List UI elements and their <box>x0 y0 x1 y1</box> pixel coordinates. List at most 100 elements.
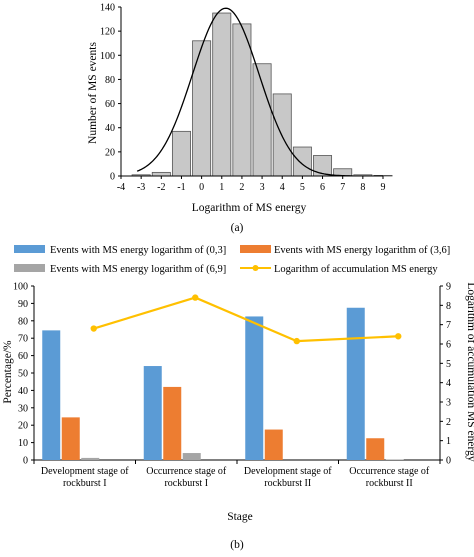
histogram-y-tick-label: 20 <box>105 147 115 158</box>
stage-chart-right-tick-label: 2 <box>446 417 451 428</box>
histogram-x-tick-label: 4 <box>280 182 285 193</box>
stage-bar-s3-c2 <box>182 453 201 460</box>
stage-bar-s2-c1 <box>61 417 80 460</box>
stage-chart-right-tick-label: 8 <box>446 301 451 312</box>
stage-chart-y-axis-title: Percentage/% <box>2 340 14 404</box>
histogram-x-tick-label: -1 <box>177 182 185 193</box>
legend-label-line-series: Logarithm of accumulation MS energy <box>274 264 438 275</box>
stage-chart-left-tick-labels: 0 10 20 30 40 50 60 70 80 90 100 <box>13 282 28 467</box>
histogram-y-tick-labels: 0 20 40 60 80 100 120 140 <box>100 3 115 183</box>
accumulation-energy-point-3 <box>293 337 300 345</box>
histogram-y-tick-label: 80 <box>105 75 115 86</box>
accumulation-energy-line <box>93 296 399 343</box>
histogram-bar-3 <box>171 130 191 177</box>
stage-chart-y2-axis-title: Logarithm of accumulation MS energy <box>465 282 474 462</box>
legend-label-series-1: Events with MS energy logarithm of (0,3] <box>50 245 226 256</box>
stage-chart-left-tick-label: 70 <box>18 334 28 345</box>
stage-chart-right-tick-label: 0 <box>446 456 451 467</box>
histogram-y-axis-title: Number of MS events <box>87 42 99 144</box>
histogram-x-tick-label: 8 <box>360 182 365 193</box>
histogram-y-tick-label: 100 <box>100 51 115 62</box>
histogram-x-axis-title: Logarithm of MS energy <box>192 202 307 214</box>
stage-bar-s2-c2 <box>163 386 182 460</box>
stage-chart-bars <box>42 307 404 460</box>
stage-bar-s3-c1 <box>81 457 100 460</box>
stage-bar-s3-c4 <box>385 459 404 460</box>
panel-b-caption: (b) <box>230 539 244 551</box>
histogram-y-tick-label: 40 <box>105 123 115 134</box>
stage-chart-right-tick-label: 9 <box>446 282 451 293</box>
stage-chart-left-tick-label: 90 <box>18 299 28 310</box>
histogram-x-tick-label: 5 <box>300 182 305 193</box>
stage-chart-line <box>90 294 402 345</box>
histogram-x-tick-label: 3 <box>260 182 265 193</box>
stage-category-label-4: Occurrence stage of <box>349 466 430 477</box>
stage-category-label-1: Development stage of <box>41 466 129 477</box>
stage-category-label-3: rockburst II <box>264 478 311 489</box>
panel-a-caption: (a) <box>231 222 244 234</box>
stage-chart-left-tick-label: 30 <box>18 403 28 414</box>
histogram-bar-4 <box>192 40 212 177</box>
histogram-x-tick-label: 1 <box>219 182 224 193</box>
stage-bar-s1-c1 <box>42 330 61 460</box>
legend-label-series-2: Events with MS energy logarithm of (3,6] <box>274 245 450 256</box>
histogram-x-tick-label: -3 <box>137 182 145 193</box>
normal-fit-curve <box>136 7 353 177</box>
legend-item-series-3: Events with MS energy logarithm of (6,9] <box>14 264 226 275</box>
stage-chart-left-tick-label: 100 <box>13 282 28 293</box>
stage-category-label-4: rockburst II <box>366 478 413 489</box>
stage-bar-s1-c2 <box>143 366 162 460</box>
histogram-bar-7 <box>252 63 272 177</box>
histogram-axes <box>118 6 384 179</box>
histogram-x-tick-label: 0 <box>199 182 204 193</box>
stage-chart-x-axis-title: Stage <box>227 511 253 523</box>
stage-chart-right-tick-labels: 0 1 2 3 4 5 6 7 8 9 <box>446 282 451 467</box>
accumulation-energy-point-4 <box>395 333 402 340</box>
legend-line-marker <box>252 265 259 271</box>
histogram-x-tick-label: 9 <box>381 182 386 193</box>
histogram-x-tick-label: 6 <box>320 182 325 193</box>
stage-chart-left-tick-label: 20 <box>18 421 28 432</box>
stage-chart-left-tick-label: 0 <box>23 456 28 467</box>
stage-chart-right-tick-label: 3 <box>446 398 451 409</box>
legend-item-series-2: Events with MS energy logarithm of (3,6] <box>240 245 450 256</box>
stage-chart-left-tick-label: 40 <box>18 386 28 397</box>
legend-item-line-series: Logarithm of accumulation MS energy <box>240 264 438 275</box>
legend-item-series-1: Events with MS energy logarithm of (0,3] <box>14 245 226 256</box>
stage-chart-legend: Events with MS energy logarithm of (0,3]… <box>14 245 450 275</box>
legend-swatch-series-1 <box>14 245 45 253</box>
histogram-panel: -4 -3 -2 -1 0 1 2 3 4 5 6 7 8 9 0 20 40 60 80 100 120 140 Lo… <box>87 3 393 234</box>
legend-swatch-series-2 <box>240 245 271 253</box>
histogram-x-tick-labels: -4 -3 -2 -1 0 1 2 3 4 5 6 7 8 9 <box>117 182 386 193</box>
histogram-x-tick-label: -4 <box>117 182 125 193</box>
accumulation-energy-point-2 <box>192 294 199 301</box>
stage-bar-s2-c4 <box>366 438 385 460</box>
stage-bar-s1-c3 <box>245 316 264 460</box>
accumulation-energy-point-1 <box>90 325 97 332</box>
histogram-y-tick-label: 140 <box>100 3 115 14</box>
histogram-y-tick-label: 0 <box>110 172 115 183</box>
histogram-bar-2 <box>151 171 171 177</box>
stage-chart-left-tick-label: 50 <box>18 369 28 380</box>
histogram-bar-6 <box>232 23 252 177</box>
histogram-y-tick-label: 120 <box>100 27 115 38</box>
histogram-x-tick-label: 7 <box>340 182 345 193</box>
histogram-x-tick-label: 2 <box>239 182 244 193</box>
stage-chart-right-tick-label: 5 <box>446 359 451 370</box>
stage-category-label-3: Development stage of <box>244 466 332 477</box>
stage-chart-panel: Events with MS energy logarithm of (0,3]… <box>2 245 474 551</box>
legend-swatch-series-3 <box>14 264 45 272</box>
stage-bar-s1-c4 <box>346 307 365 460</box>
stage-chart-left-tick-label: 60 <box>18 351 28 362</box>
stage-chart-left-tick-label: 80 <box>18 316 28 327</box>
stage-chart-right-tick-label: 4 <box>446 378 451 389</box>
stage-category-label-1: rockburst I <box>63 478 107 489</box>
stage-chart-right-tick-label: 1 <box>446 436 451 447</box>
stage-chart-left-tick-label: 10 <box>18 438 28 449</box>
stage-bar-s2-c3 <box>264 429 283 460</box>
histogram-bar-5 <box>212 12 232 177</box>
histogram-bars <box>131 12 393 177</box>
stage-chart-axes <box>31 285 443 464</box>
